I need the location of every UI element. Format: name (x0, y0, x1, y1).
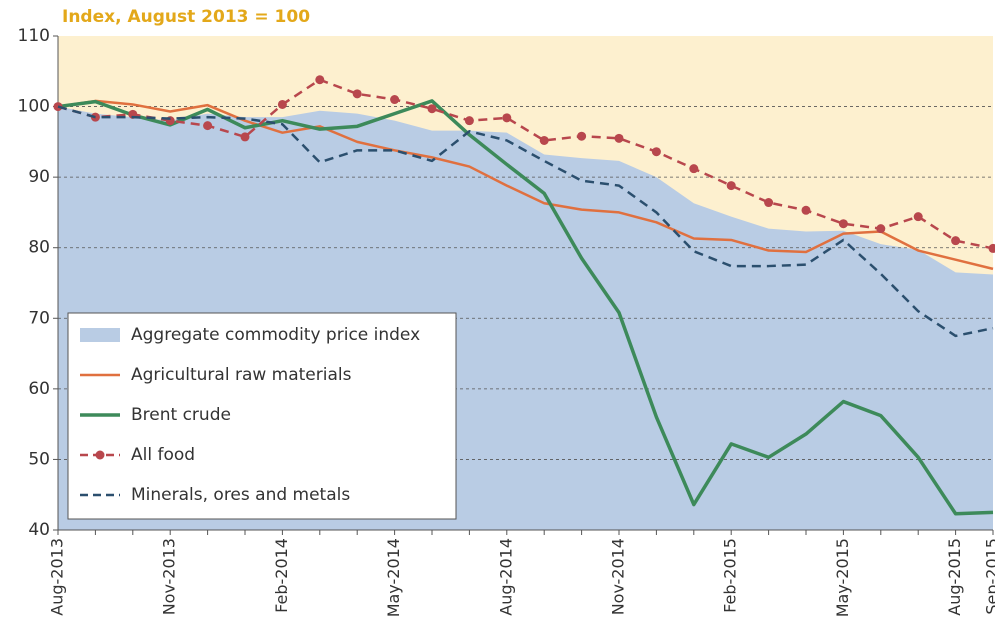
marker (539, 135, 549, 145)
x-tick-label: Feb-2015 (721, 538, 740, 613)
marker (240, 132, 250, 142)
x-tick-label: May-2015 (833, 538, 852, 617)
marker (801, 205, 811, 215)
y-tick-label: 110 (18, 26, 50, 46)
chart-title: Index, August 2013 = 100 (62, 7, 310, 27)
marker (315, 75, 325, 85)
x-tick-label: Nov-2013 (160, 538, 179, 615)
marker (764, 198, 774, 208)
marker (277, 99, 287, 109)
x-tick-label: Aug-2015 (945, 538, 964, 616)
marker (502, 113, 512, 123)
marker (651, 147, 661, 157)
line (57, 78, 994, 250)
legend-label: Aggregate commodity price index (131, 325, 420, 345)
line (57, 105, 994, 338)
marker (913, 212, 923, 222)
marker (689, 164, 699, 174)
marker (726, 181, 736, 191)
x-tick-label: Aug-2014 (496, 538, 515, 616)
marker (577, 131, 587, 141)
y-tick-label: 50 (28, 449, 50, 469)
line (57, 99, 994, 271)
marker (352, 89, 362, 99)
marker (614, 133, 624, 143)
legend-label: All food (131, 445, 195, 465)
marker (390, 95, 400, 105)
y-tick-label: 70 (28, 308, 50, 328)
marker (951, 236, 961, 246)
x-tick-label: Aug-2013 (48, 538, 67, 616)
legend-swatch (80, 328, 120, 342)
legend-label: Minerals, ores and metals (131, 485, 350, 505)
legend: Aggregate commodity price index Agricultu… (67, 312, 457, 520)
marker (876, 224, 886, 234)
marker (988, 243, 995, 253)
y-tick-label: 80 (28, 238, 50, 258)
y-tick-label: 40 (28, 520, 50, 540)
x-tick-label: May-2014 (384, 538, 403, 617)
x-tick-label: Nov-2014 (609, 538, 628, 615)
y-tick-label: 60 (28, 379, 50, 399)
line (57, 99, 994, 516)
legend-box (67, 312, 457, 520)
x-tick-label: Feb-2014 (272, 538, 291, 613)
marker (464, 116, 474, 126)
legend-label: Agricultural raw materials (131, 365, 352, 385)
x-tick-label: Sep-2015 (983, 538, 995, 615)
y-tick-label: 100 (18, 97, 50, 117)
legend-label: Brent crude (131, 405, 231, 425)
y-tick-label: 90 (28, 167, 50, 187)
legend-marker (95, 450, 105, 460)
marker (203, 121, 213, 131)
marker (427, 104, 437, 114)
marker (838, 219, 848, 229)
